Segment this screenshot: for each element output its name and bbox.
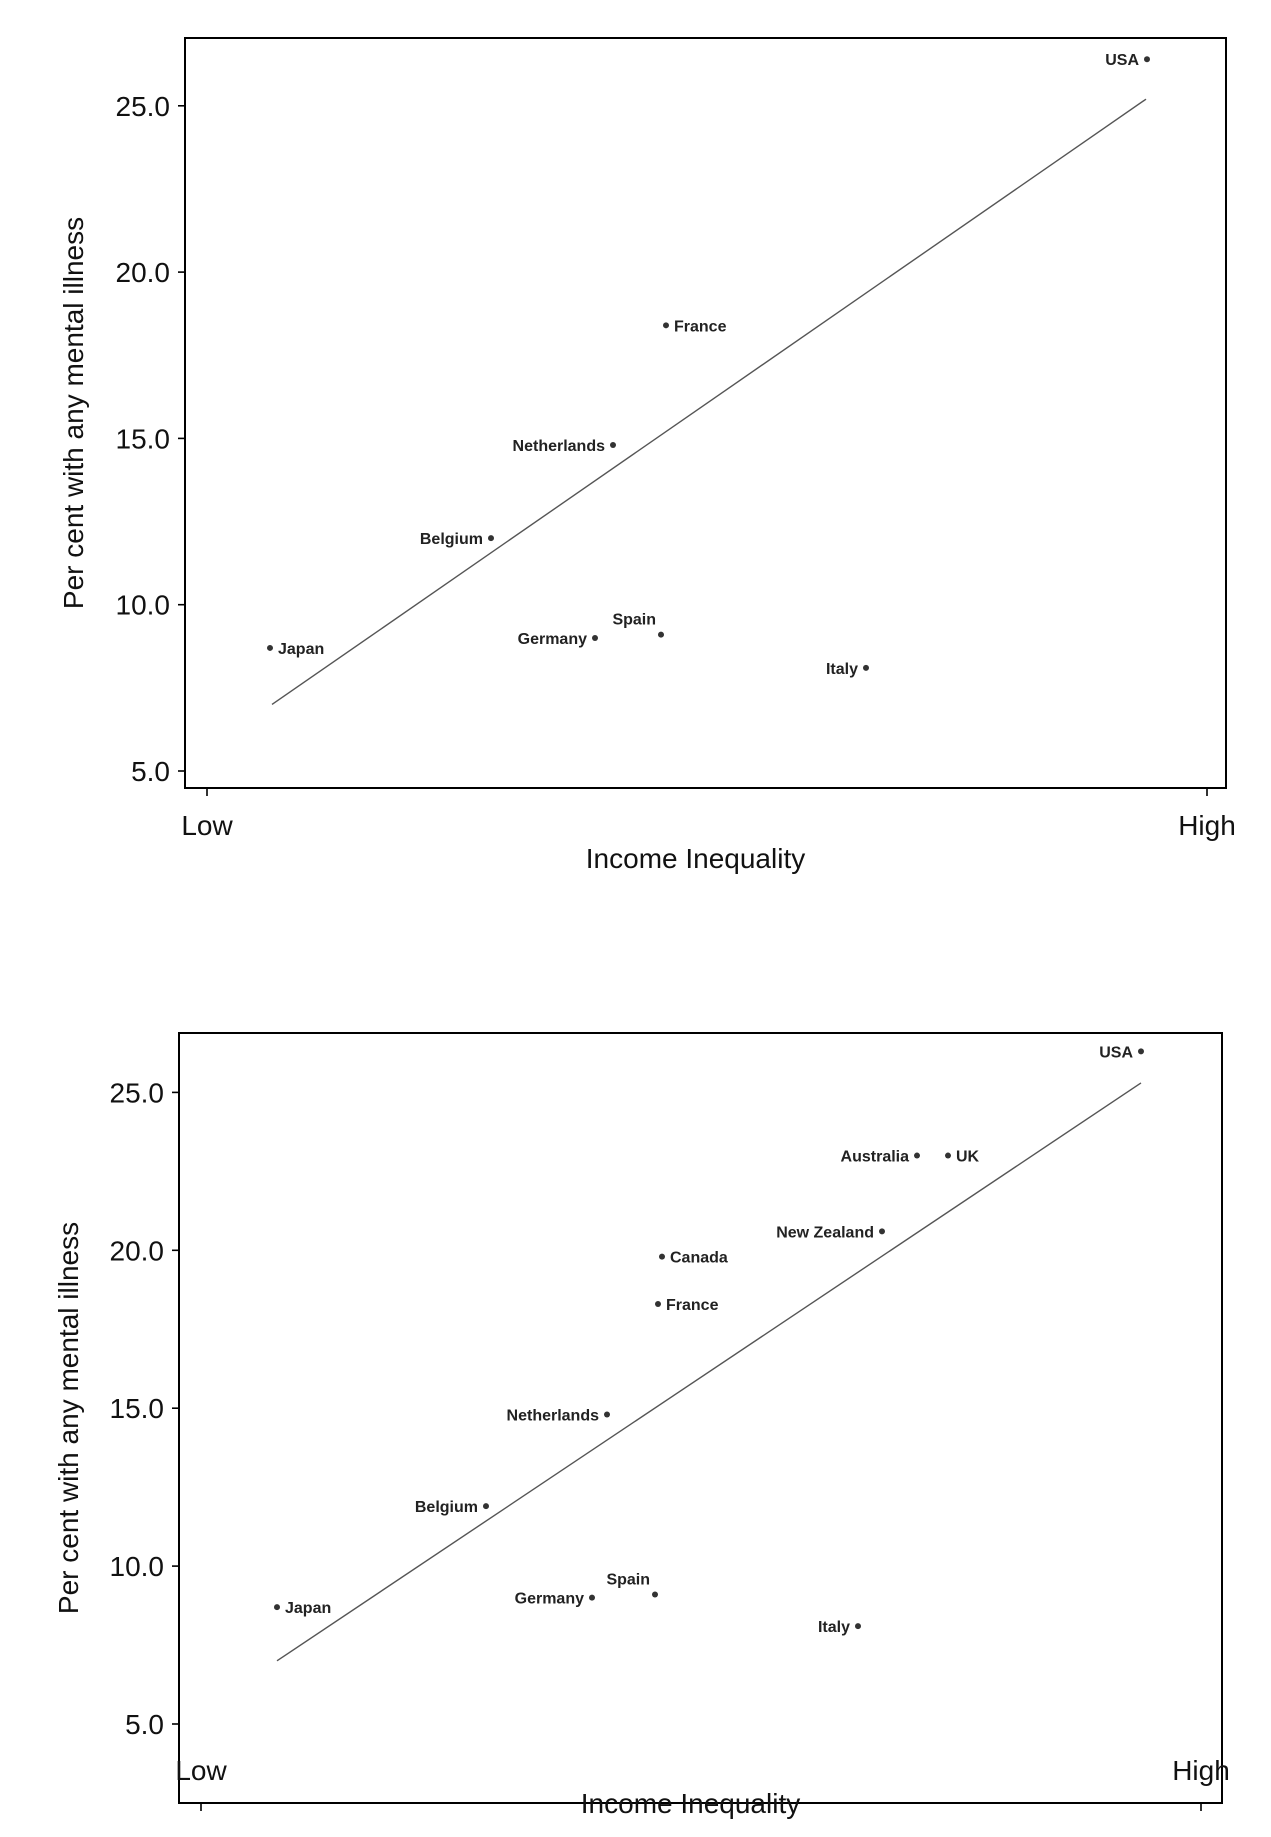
- y-tick-label: 20.0: [110, 1235, 165, 1266]
- y-tick-label: 20.0: [116, 257, 171, 288]
- point-label-france: France: [674, 318, 727, 335]
- point-label-germany: Germany: [515, 1591, 584, 1608]
- point-spain: [652, 1591, 658, 1598]
- point-japan: [274, 1604, 280, 1611]
- x-tick-label-high: High: [1178, 810, 1236, 841]
- point-germany: [592, 634, 598, 641]
- point-label-australia: Australia: [841, 1149, 910, 1166]
- point-label-spain: Spain: [606, 1572, 650, 1589]
- point-belgium: [488, 535, 494, 542]
- scatter-chart-2: 5.0 10.0 15.0 20.0 25.0 Low High Income Inequal…: [53, 1032, 1230, 1819]
- point-label-uk: UK: [956, 1149, 980, 1166]
- point-label-france: France: [666, 1297, 719, 1314]
- y-tick-label: 10.0: [110, 1551, 165, 1582]
- point-label-japan: Japan: [285, 1600, 331, 1617]
- scatter-chart-1: 5.0 10.0 15.0 20.0 25.0 Low High Income Inequal…: [58, 37, 1236, 874]
- x-tick-label-low: Low: [181, 810, 233, 841]
- plot-frame: [184, 37, 1227, 789]
- point-label-japan: Japan: [278, 641, 324, 658]
- y-tick-label: 15.0: [110, 1393, 165, 1424]
- point-spain: [658, 631, 664, 638]
- point-usa: [1138, 1048, 1144, 1055]
- point-belgium: [483, 1503, 489, 1510]
- x-tick-label-low: Low: [175, 1755, 227, 1786]
- point-label-usa: USA: [1099, 1044, 1133, 1061]
- point-germany: [589, 1594, 595, 1601]
- y-axis-title: Per cent with any mental illness: [58, 217, 89, 609]
- point-canada: [659, 1253, 665, 1260]
- point-label-netherlands: Netherlands: [507, 1408, 600, 1425]
- y-tick-label: 25.0: [116, 91, 171, 122]
- point-italy: [863, 664, 869, 671]
- y-tick-label: 15.0: [116, 423, 171, 454]
- point-uk: [945, 1152, 951, 1159]
- x-axis-title: Income Inequality: [586, 843, 805, 874]
- y-axis-title: Per cent with any mental illness: [53, 1222, 84, 1614]
- point-label-new-zealand: New Zealand: [776, 1224, 874, 1241]
- point-label-italy: Italy: [818, 1619, 850, 1636]
- point-france: [655, 1300, 661, 1307]
- point-label-belgium: Belgium: [420, 531, 483, 548]
- point-label-italy: Italy: [826, 661, 858, 678]
- trend-line: [271, 98, 1147, 706]
- point-netherlands: [604, 1411, 610, 1418]
- point-usa: [1144, 56, 1150, 63]
- y-tick-label: 5.0: [125, 1709, 164, 1740]
- x-tick-label-high: High: [1172, 1755, 1230, 1786]
- y-tick-label: 25.0: [110, 1077, 165, 1108]
- point-label-germany: Germany: [518, 631, 587, 648]
- point-japan: [267, 644, 273, 651]
- point-new-zealand: [879, 1228, 885, 1235]
- y-tick-label: 10.0: [116, 590, 171, 621]
- point-label-canada: Canada: [670, 1250, 728, 1267]
- point-label-netherlands: Netherlands: [513, 438, 606, 455]
- point-label-spain: Spain: [612, 612, 656, 629]
- point-france: [663, 322, 669, 329]
- plot-frame: [178, 1032, 1223, 1804]
- point-label-usa: USA: [1105, 52, 1139, 69]
- y-tick-label: 5.0: [131, 756, 170, 787]
- point-label-belgium: Belgium: [415, 1499, 478, 1516]
- x-axis-title: Income Inequality: [581, 1788, 800, 1819]
- point-netherlands: [610, 442, 616, 449]
- trend-line: [276, 1082, 1142, 1662]
- point-italy: [855, 1623, 861, 1630]
- point-australia: [914, 1152, 920, 1159]
